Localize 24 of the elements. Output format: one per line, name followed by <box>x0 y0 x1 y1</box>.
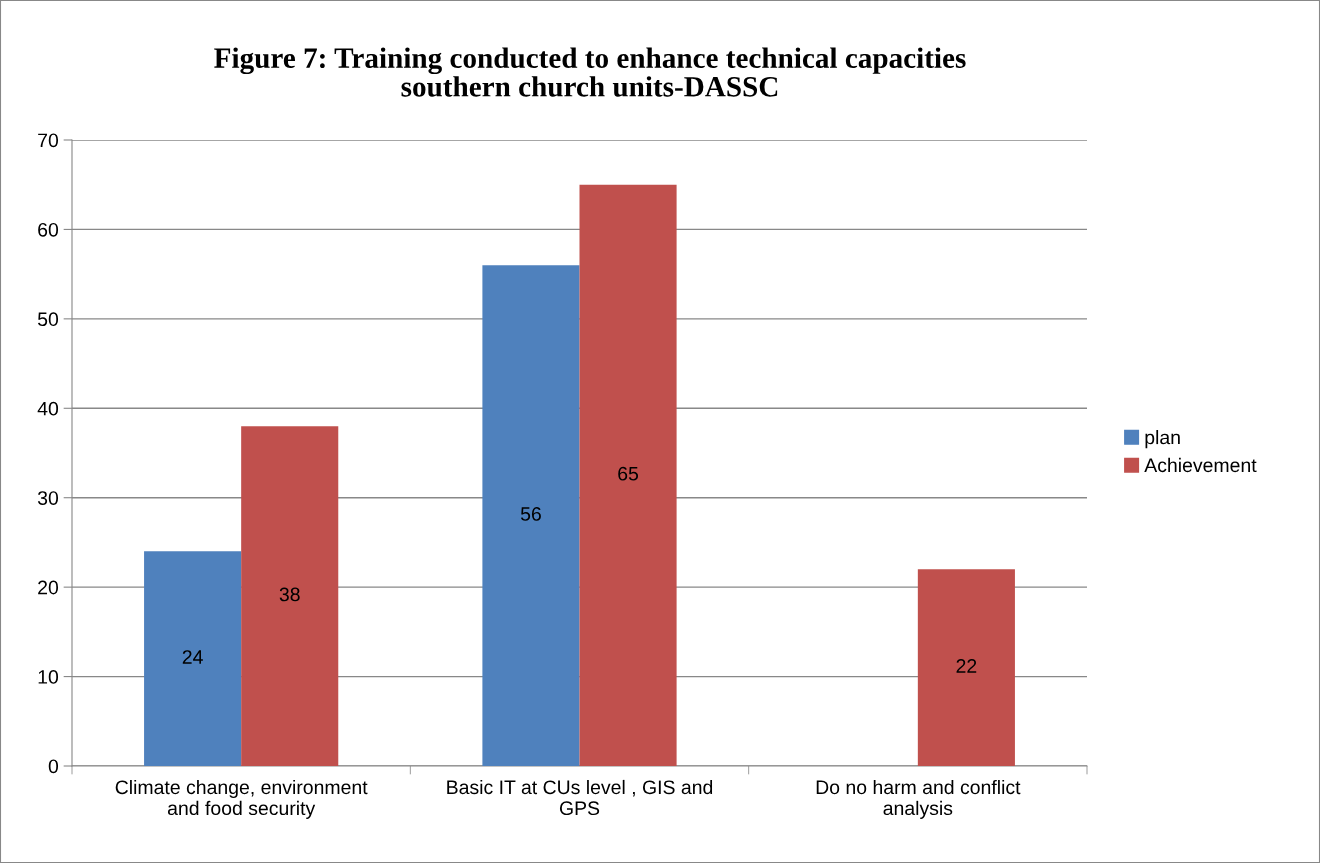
data-label: 38 <box>279 587 300 602</box>
bar <box>482 265 580 766</box>
data-label: 56 <box>520 507 541 521</box>
y-tick-label: 70 <box>38 133 59 148</box>
x-tick-label: Climate change, environment and food security <box>115 779 368 819</box>
bar <box>579 184 677 766</box>
y-tick-label: 50 <box>37 312 59 327</box>
y-tick-label: 40 <box>37 401 59 416</box>
data-label: 65 <box>618 466 639 481</box>
chart-title: Figure 7: Training conducted to enhance technical capacities southern church units-DASSC <box>214 47 966 97</box>
legend-label: Achievement <box>1144 457 1257 473</box>
y-tick-label: 30 <box>37 491 59 505</box>
data-label: 22 <box>956 659 977 673</box>
x-tick-label: Basic IT at CUs level , GIS and GPS <box>447 779 713 816</box>
bar <box>144 551 242 766</box>
legend-label: plan <box>1145 430 1180 449</box>
bar <box>917 569 1015 766</box>
y-tick-label: 60 <box>38 222 59 237</box>
y-tick-label: 10 <box>38 670 59 684</box>
data-label: 24 <box>182 650 203 664</box>
bar <box>241 426 339 766</box>
x-tick-label: Do no harm and conflict analysis <box>816 779 1021 819</box>
y-tick-label: 0 <box>48 759 59 774</box>
y-tick-label: 20 <box>38 580 59 595</box>
